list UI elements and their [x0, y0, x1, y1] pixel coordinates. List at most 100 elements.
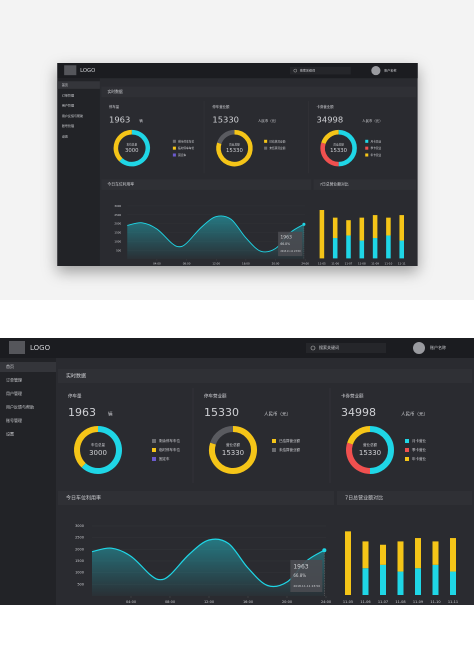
legend-label: 剩余停车车位 [159, 438, 180, 443]
legend-swatch [365, 139, 369, 143]
ring-segment [321, 129, 339, 145]
y-tick-label: 1000 [75, 571, 84, 575]
x-tick-label: 11-07 [345, 262, 353, 266]
x-tick-label: 08:00 [165, 600, 175, 604]
x-tick-label: 11-11 [398, 262, 406, 266]
card-unit: 人民币（元） [264, 411, 291, 418]
bar-segment [415, 538, 421, 569]
x-tick-label: 08:00 [183, 262, 191, 266]
bar-segment [450, 571, 456, 595]
card-unit: 人民币（元） [401, 411, 428, 418]
legend-label: 临时停车车位 [159, 447, 180, 452]
x-tick-label: 11-09 [371, 262, 379, 266]
x-tick-label: 11-05 [318, 262, 326, 266]
y-tick-label: 1500 [114, 231, 121, 235]
sidebar-item[interactable]: 账号管理 [62, 123, 74, 128]
x-tick-label: 04:00 [153, 262, 161, 266]
x-tick-label: 16:00 [242, 262, 250, 266]
ring-label: 营业总额 [363, 442, 377, 447]
x-tick-label: 12:00 [212, 262, 220, 266]
card-value: 1963 [68, 406, 96, 419]
section-bar [101, 86, 417, 98]
legend-swatch [152, 448, 156, 452]
sidebar-item[interactable]: 用户反馈与帮助 [62, 113, 83, 118]
bar-segment [332, 217, 338, 239]
highlight-point [302, 222, 306, 226]
ring-value: 15330 [359, 449, 381, 457]
ring-segment [338, 129, 357, 167]
logo-text: LOGO [30, 344, 51, 352]
line-area [92, 539, 325, 596]
ring-label: 营业总额 [229, 142, 240, 146]
chart-title: 7日总营业额对比 [320, 182, 349, 187]
bar-segment [386, 217, 391, 236]
line [91, 538, 325, 588]
ring-value: 15330 [226, 148, 244, 154]
x-tick-label: 11-08 [395, 600, 405, 604]
ring-label: 营业总额 [226, 442, 240, 447]
sidebar-item[interactable]: 订单管理 [6, 377, 22, 383]
x-tick-label: 11-10 [430, 600, 440, 604]
x-tick-label: 12:00 [204, 600, 214, 604]
card-value: 34998 [341, 406, 376, 419]
header [0, 338, 474, 358]
legend-label: 年卡营业 [412, 456, 426, 461]
bar-segment [380, 544, 386, 565]
card-title: 卡券营业额 [341, 393, 364, 400]
y-tick-label: 3000 [114, 204, 121, 208]
ring-segment [320, 142, 339, 167]
section-title: 实时数据 [66, 373, 86, 380]
sidebar-item[interactable]: 设置 [6, 431, 14, 437]
sidebar-item[interactable]: 账号管理 [6, 417, 22, 423]
bar-segment [397, 541, 404, 572]
legend-label: 未结算营业额 [269, 146, 285, 150]
search-box[interactable] [289, 66, 351, 75]
sidebar-item[interactable]: 用户反馈与帮助 [6, 404, 34, 410]
y-tick-label: 500 [77, 582, 84, 586]
legend-swatch [405, 439, 409, 443]
y-tick-label: 2000 [75, 547, 84, 551]
bar-segment [346, 235, 351, 259]
chart-title: 7日总营业额对比 [345, 495, 383, 502]
bar-segment [450, 538, 456, 572]
legend-label: 已结算营业额 [279, 438, 300, 443]
avatar [371, 66, 381, 76]
bar-segment [359, 217, 365, 241]
ring-segment [81, 426, 122, 474]
sidebar-active [57, 81, 100, 89]
bar-segment [372, 215, 378, 239]
card-title: 停车营业额 [204, 393, 227, 400]
legend-label: 固定车 [159, 456, 170, 461]
card-title: 停车量 [109, 104, 120, 109]
search-box[interactable] [306, 343, 386, 353]
legend-label: 剩余停车车位 [178, 139, 194, 143]
x-tick-label: 11-06 [360, 600, 370, 604]
y-tick-label: 500 [116, 248, 121, 252]
ring-value: 3000 [89, 449, 107, 457]
sidebar-item[interactable]: 首页 [6, 363, 14, 369]
ring-value: 3000 [125, 148, 139, 154]
bar-segment [415, 568, 421, 595]
highlight-point [322, 548, 327, 553]
x-tick-label: 11-08 [358, 262, 366, 266]
bar-segment [359, 240, 365, 259]
ring-value: 15330 [222, 449, 244, 457]
chart-title: 今日车位利用率 [66, 495, 101, 502]
sidebar-item[interactable]: 设置 [62, 133, 68, 138]
x-tick-label: 11-09 [413, 600, 423, 604]
bar-segment [345, 531, 351, 595]
account-name: 账户名称 [430, 344, 446, 350]
panel-bar [337, 491, 472, 505]
card-value: 15330 [204, 406, 239, 419]
sidebar-item[interactable]: 订单管理 [62, 92, 74, 97]
legend-swatch [272, 448, 276, 452]
sidebar-item[interactable]: 首页 [62, 82, 68, 87]
bar-segment [346, 220, 351, 236]
tooltip-time: 2018.11.11 23:50 [293, 584, 320, 588]
sidebar-item[interactable]: 用户管理 [62, 103, 74, 108]
bar-segment [380, 564, 386, 595]
card-value: 1963 [109, 115, 130, 125]
sidebar-item[interactable]: 用户管理 [6, 390, 22, 396]
